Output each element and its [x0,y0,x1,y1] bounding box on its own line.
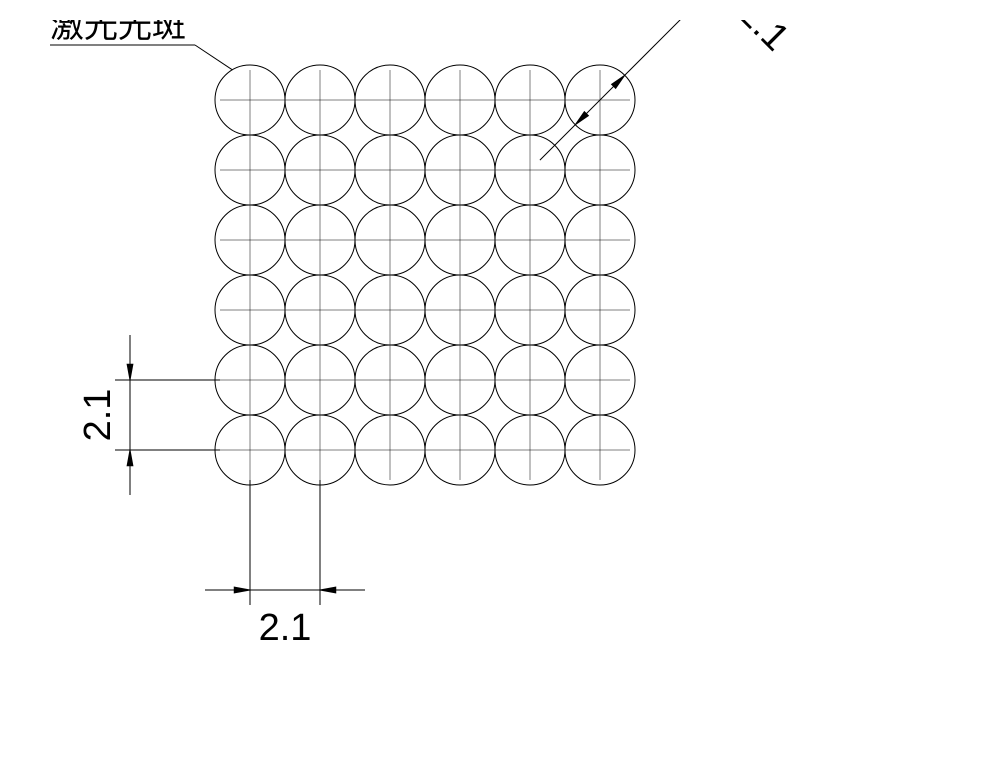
label-group: 激光光斑 [50,20,233,70]
laser-spot-diagram: 激光光斑 2.1 2.1 Ø2.1 [20,20,1000,759]
dimension-diameter: Ø2.1 [540,20,797,160]
dimension-horizontal: 2.1 [205,480,365,649]
dimension-vertical: 2.1 [77,335,220,495]
dimension-diameter-label: Ø2.1 [709,20,797,59]
dimension-horizontal-label: 2.1 [259,607,312,649]
laser-spot-label: 激光光斑 [50,20,186,45]
dimension-vertical-label: 2.1 [77,389,119,442]
